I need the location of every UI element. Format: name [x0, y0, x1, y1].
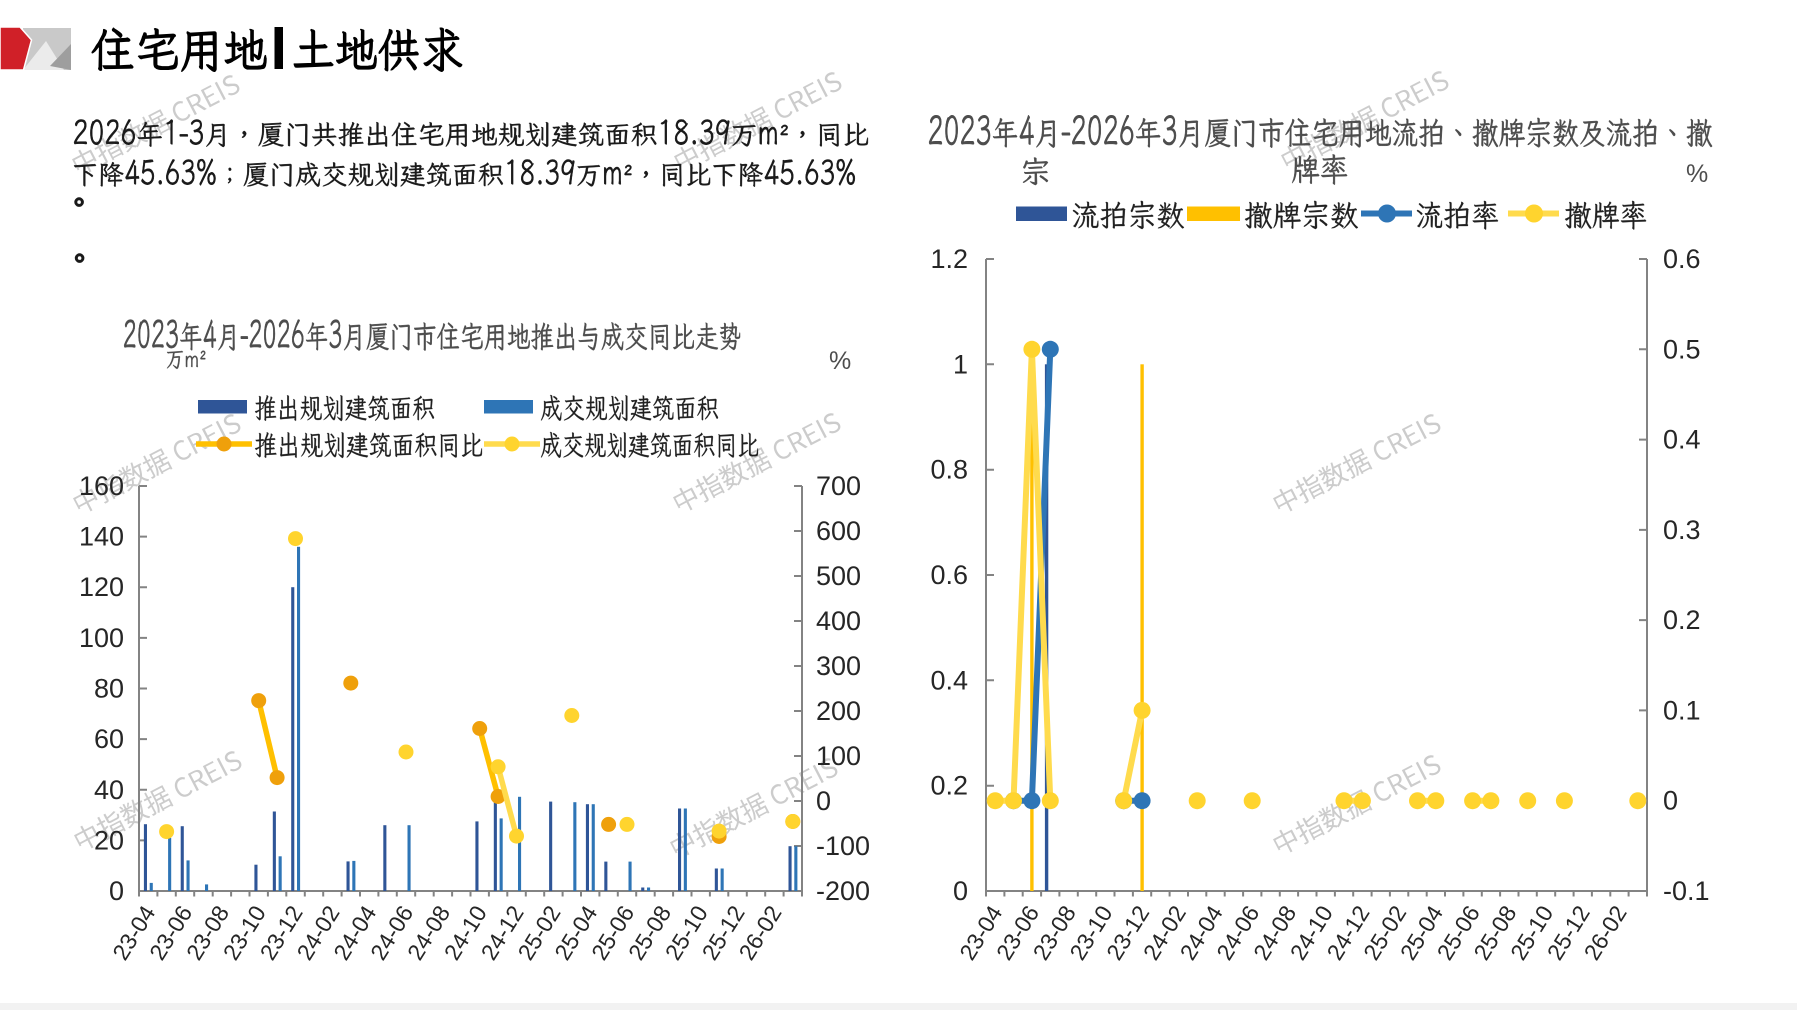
svg-text:0.1: 0.1 — [1663, 695, 1701, 725]
svg-text:0: 0 — [953, 876, 968, 906]
svg-text:120: 120 — [79, 572, 124, 602]
svg-text:0.4: 0.4 — [1663, 425, 1701, 455]
svg-text:%: % — [1686, 160, 1708, 188]
svg-text:0: 0 — [1663, 786, 1678, 816]
svg-text:140: 140 — [79, 522, 124, 552]
svg-text:80: 80 — [94, 674, 124, 704]
svg-text:-200: -200 — [816, 876, 870, 906]
svg-text:0.4: 0.4 — [930, 665, 968, 695]
svg-text:0.3: 0.3 — [1663, 515, 1701, 545]
svg-text:500: 500 — [816, 561, 861, 591]
svg-text:20: 20 — [94, 825, 124, 855]
svg-text:60: 60 — [94, 724, 124, 754]
svg-text:0.8: 0.8 — [930, 455, 968, 485]
svg-text:0.6: 0.6 — [930, 560, 968, 590]
svg-text:200: 200 — [816, 696, 861, 726]
svg-text:1: 1 — [953, 349, 968, 379]
svg-text:0.2: 0.2 — [1663, 605, 1701, 635]
svg-text:0.5: 0.5 — [1663, 334, 1701, 364]
svg-text:300: 300 — [816, 651, 861, 681]
svg-text:0: 0 — [109, 876, 124, 906]
svg-text:1.2: 1.2 — [930, 244, 968, 274]
svg-text:400: 400 — [816, 606, 861, 636]
svg-text:100: 100 — [79, 623, 124, 653]
svg-text:0.6: 0.6 — [1663, 244, 1701, 274]
svg-text:700: 700 — [816, 471, 861, 501]
svg-text:0: 0 — [816, 786, 831, 816]
svg-text:40: 40 — [94, 775, 124, 805]
svg-text:100: 100 — [816, 741, 861, 771]
svg-text:%: % — [829, 347, 851, 375]
svg-text:160: 160 — [79, 471, 124, 501]
svg-text:-100: -100 — [816, 831, 870, 861]
svg-text:600: 600 — [816, 516, 861, 546]
svg-text:-0.1: -0.1 — [1663, 876, 1710, 906]
svg-text:0.2: 0.2 — [930, 771, 968, 801]
